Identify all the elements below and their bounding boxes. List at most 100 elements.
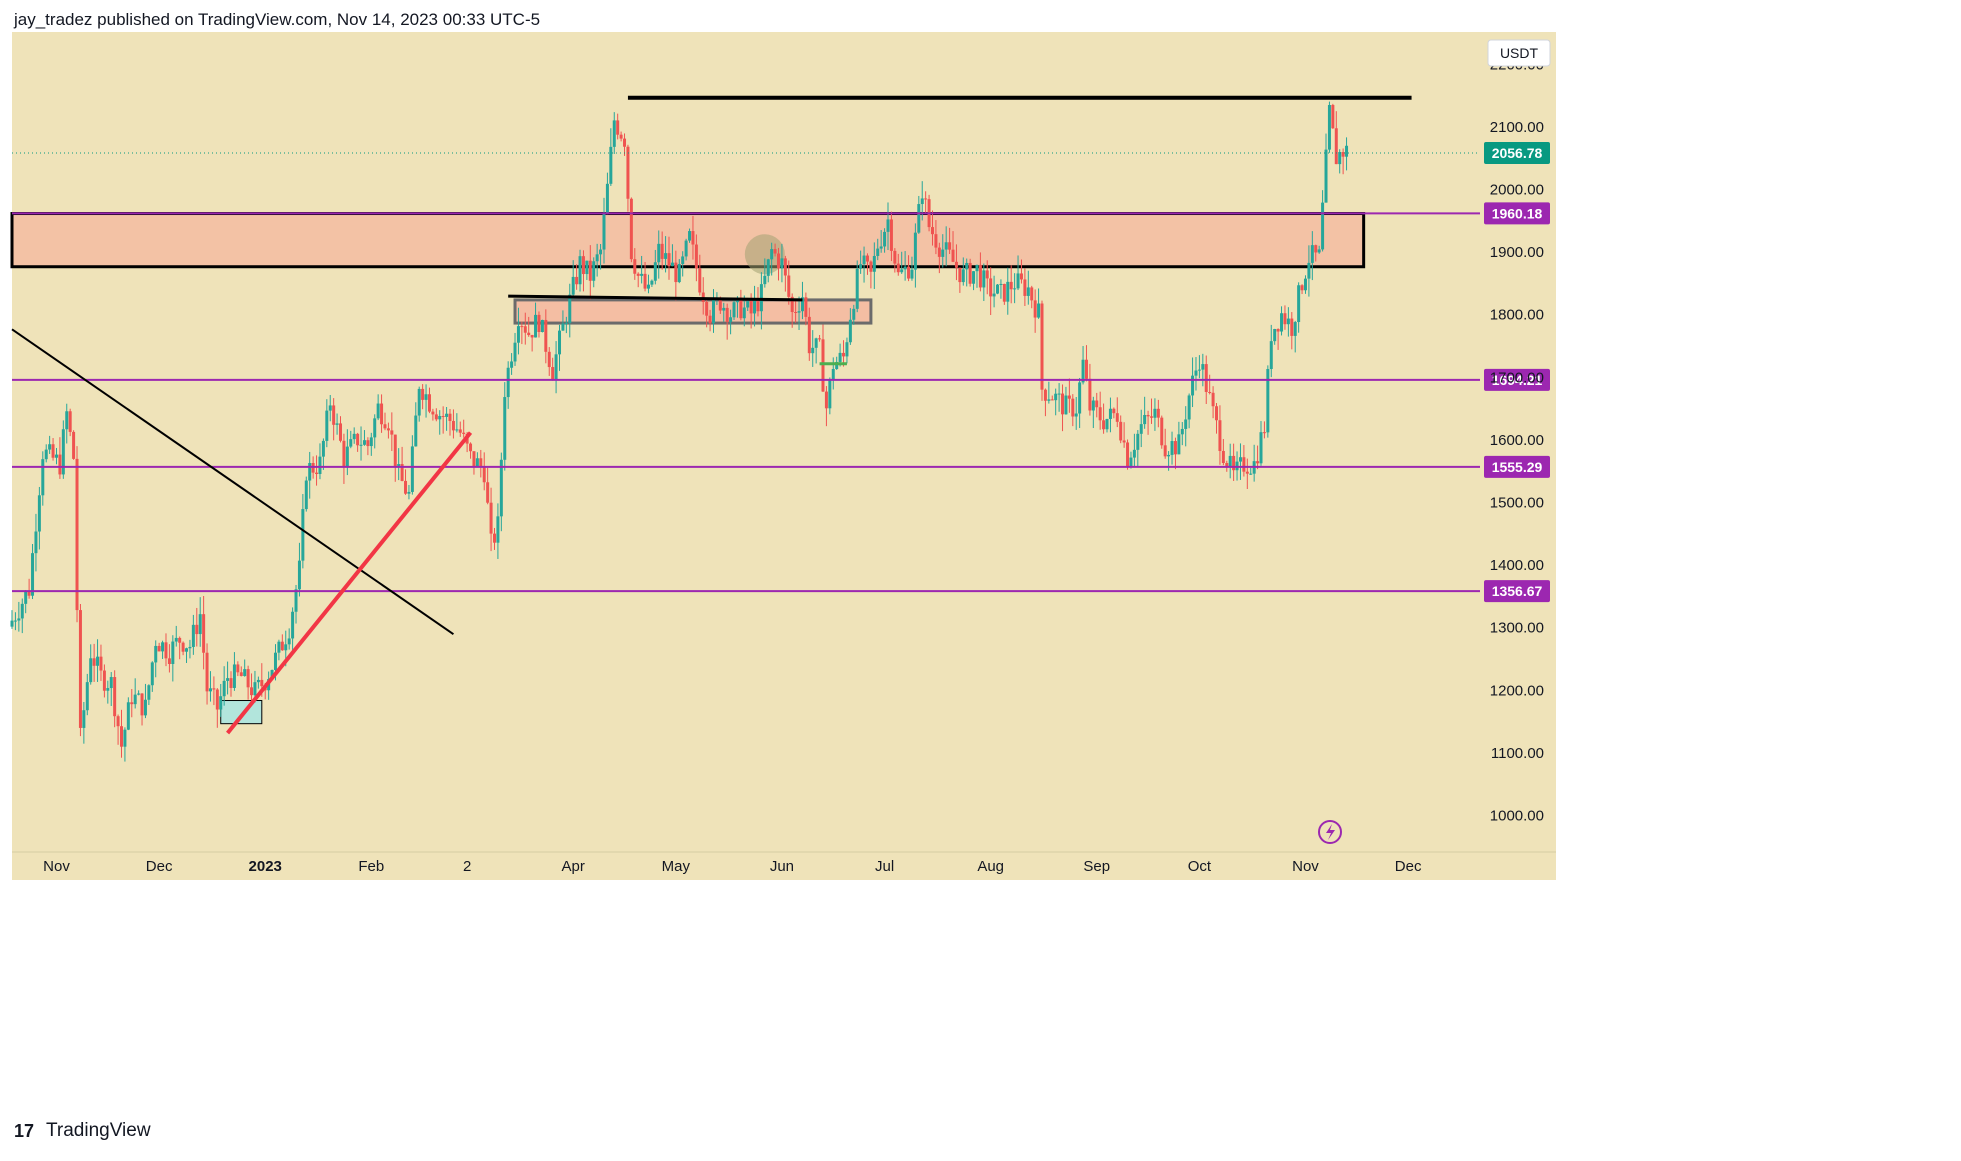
candle-body bbox=[975, 264, 979, 272]
candle-body bbox=[1324, 149, 1328, 203]
candle bbox=[581, 250, 585, 292]
candle bbox=[558, 324, 562, 371]
candle bbox=[297, 542, 301, 597]
candle-body bbox=[17, 618, 21, 621]
candle bbox=[1153, 398, 1157, 431]
candle bbox=[1324, 133, 1328, 203]
candle bbox=[1057, 383, 1061, 412]
candle bbox=[530, 334, 534, 352]
x-tick-label: Dec bbox=[1395, 858, 1422, 875]
x-tick-label: Oct bbox=[1188, 858, 1212, 875]
lightning-icon-bolt bbox=[1326, 824, 1335, 840]
candle-body bbox=[1286, 318, 1290, 325]
candle-body bbox=[612, 120, 616, 147]
candle-body bbox=[770, 249, 774, 260]
candle bbox=[982, 263, 986, 302]
candle bbox=[681, 251, 685, 277]
candle-body bbox=[1321, 202, 1325, 250]
candle bbox=[369, 432, 373, 456]
candle-body bbox=[143, 699, 147, 716]
candle bbox=[1187, 393, 1191, 429]
candle-body bbox=[404, 480, 408, 494]
candle bbox=[154, 640, 158, 678]
candle-body bbox=[202, 614, 206, 653]
candle bbox=[886, 202, 890, 251]
candle-body bbox=[1173, 441, 1177, 455]
candle-body bbox=[982, 270, 986, 288]
candle bbox=[968, 258, 972, 287]
candle bbox=[222, 666, 226, 706]
candle-body bbox=[783, 258, 787, 276]
candle bbox=[92, 643, 96, 682]
lightning-icon[interactable] bbox=[1318, 820, 1342, 844]
candle-body bbox=[571, 276, 575, 295]
logo-glyph: 17 bbox=[14, 1122, 34, 1140]
candle bbox=[1091, 396, 1095, 429]
candle bbox=[1043, 388, 1047, 417]
candle-body bbox=[824, 391, 828, 409]
candle bbox=[147, 684, 151, 705]
candle-body bbox=[835, 361, 839, 370]
candle bbox=[1112, 407, 1116, 419]
candle-body bbox=[369, 437, 373, 447]
candle-body bbox=[441, 416, 445, 418]
candle bbox=[646, 274, 650, 294]
candle-body bbox=[657, 243, 661, 263]
candles[interactable] bbox=[10, 101, 1349, 762]
candle-body bbox=[506, 367, 510, 398]
candle-body bbox=[434, 414, 438, 420]
candle bbox=[794, 298, 798, 323]
currency-label[interactable]: USDT bbox=[1500, 45, 1539, 61]
candle bbox=[376, 394, 380, 421]
price-axis[interactable]: 1000.00 1100.00 1200.00 1300.00 1400.00 1500.… bbox=[1487, 39, 1551, 824]
candle-body bbox=[270, 670, 274, 680]
y-tick-label: 1000.00 bbox=[1490, 807, 1544, 824]
candle-body bbox=[1218, 420, 1222, 451]
y-tick-label: 1400.00 bbox=[1490, 557, 1544, 574]
candle-body bbox=[212, 688, 216, 690]
candle-body bbox=[489, 502, 493, 534]
candle-body bbox=[1061, 393, 1065, 415]
y-tick-label: 2000.00 bbox=[1490, 181, 1544, 198]
candle bbox=[766, 258, 770, 283]
candle-body bbox=[181, 642, 185, 652]
candle bbox=[1054, 388, 1058, 416]
candle bbox=[1307, 245, 1311, 297]
candle bbox=[1269, 324, 1273, 378]
candle bbox=[123, 727, 127, 762]
candle bbox=[414, 402, 418, 447]
candle-body bbox=[219, 696, 223, 710]
candle-body bbox=[417, 388, 421, 416]
candle bbox=[876, 238, 880, 261]
candle bbox=[547, 347, 551, 376]
candle-body bbox=[568, 294, 572, 323]
candle bbox=[684, 238, 688, 261]
candle-body bbox=[335, 423, 339, 425]
candle bbox=[438, 410, 442, 435]
candle bbox=[1160, 415, 1164, 449]
candle-body bbox=[359, 444, 363, 446]
candle bbox=[1191, 357, 1195, 408]
candle bbox=[236, 661, 240, 677]
candle-body bbox=[883, 231, 887, 247]
candle-body bbox=[96, 656, 100, 666]
x-tick-label: Nov bbox=[43, 858, 70, 875]
candle bbox=[308, 451, 312, 499]
candle bbox=[523, 312, 527, 345]
level-label-box bbox=[1484, 455, 1550, 478]
candle bbox=[78, 603, 82, 737]
candle-body bbox=[879, 246, 883, 249]
candle bbox=[1067, 378, 1071, 413]
candle bbox=[961, 257, 965, 286]
time-axis[interactable]: Nov Dec 2023 Feb 2 Apr May Jun Jul Aug Sep Oct Nov De… bbox=[43, 858, 1422, 875]
candle bbox=[256, 676, 260, 689]
candle-body bbox=[78, 610, 82, 728]
candle-body bbox=[561, 323, 565, 331]
tradingview-footer[interactable]: 17 TradingView bbox=[14, 1120, 151, 1142]
candle bbox=[828, 377, 832, 415]
candle bbox=[397, 448, 401, 481]
candle-body bbox=[427, 394, 431, 412]
candle-body bbox=[253, 682, 257, 696]
